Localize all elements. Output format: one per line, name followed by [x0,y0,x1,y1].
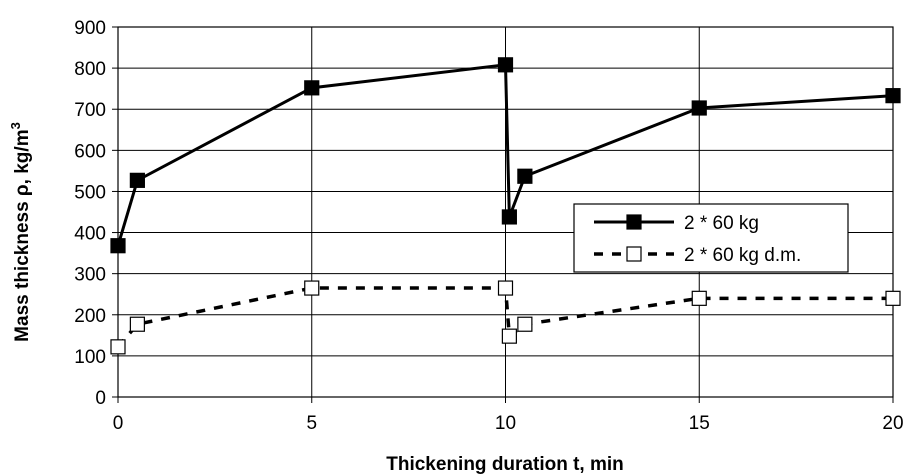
data-point-series-2 [517,316,533,332]
y-tick-label: 600 [74,141,106,162]
y-tick-label: 0 [95,388,106,409]
y-tick-label: 400 [74,224,106,245]
series-line-1 [116,63,894,247]
legend-box [573,203,849,273]
x-tick-label: 15 [689,413,710,434]
y-tick-label: 900 [74,18,106,39]
x-tick-label: 0 [113,413,124,434]
data-point-series-1 [501,209,517,225]
y-tick-label: 700 [74,100,106,121]
y-axis-title: Mass thickness ρ, kg/m3 [8,122,33,342]
data-point-series-1 [304,80,320,96]
series-line-2 [116,286,893,348]
x-tick-label: 5 [306,413,317,434]
data-point-series-1 [885,88,901,104]
data-point-series-2 [304,280,320,296]
axes [112,26,894,403]
data-point-series-2 [497,280,514,296]
data-point-series-2 [501,328,517,344]
y-axis-title-main: Mass thickness ρ, kg/m [12,129,33,341]
legend: 2 * 60 kg 2 * 60 kg d.m. [573,203,849,273]
y-tick-label: 200 [74,306,106,327]
data-point-series-1 [691,100,707,116]
y-tick-label: 800 [74,59,106,80]
x-tick-label: 20 [882,413,903,434]
legend-marker-2 [626,246,642,262]
data-point-series-1 [497,57,514,73]
data-point-series-1 [517,168,533,184]
data-point-series-1 [129,172,145,188]
data-point-series-2 [129,316,145,332]
y-tick-labels: 0 100 200 300 400 500 600 700 800 900 [74,18,106,409]
x-tick-labels: 0 5 10 15 20 [113,413,903,434]
data-point-series-2 [110,339,126,355]
x-tick-label: 10 [495,413,516,434]
y-tick-label: 300 [74,265,106,286]
data-point-series-2 [885,290,901,306]
x-axis-title: Thickening duration t, min [386,454,624,475]
data-point-series-2 [691,290,707,306]
y-tick-label: 100 [74,347,106,368]
legend-marker-1 [626,214,642,230]
data-series [110,57,901,355]
data-point-series-1 [110,238,126,254]
legend-label-1: 2 * 60 kg [684,213,759,234]
y-axis-title-superscript: 3 [8,122,23,129]
legend-label-2: 2 * 60 kg d.m. [684,245,801,266]
y-tick-label: 500 [74,182,106,203]
